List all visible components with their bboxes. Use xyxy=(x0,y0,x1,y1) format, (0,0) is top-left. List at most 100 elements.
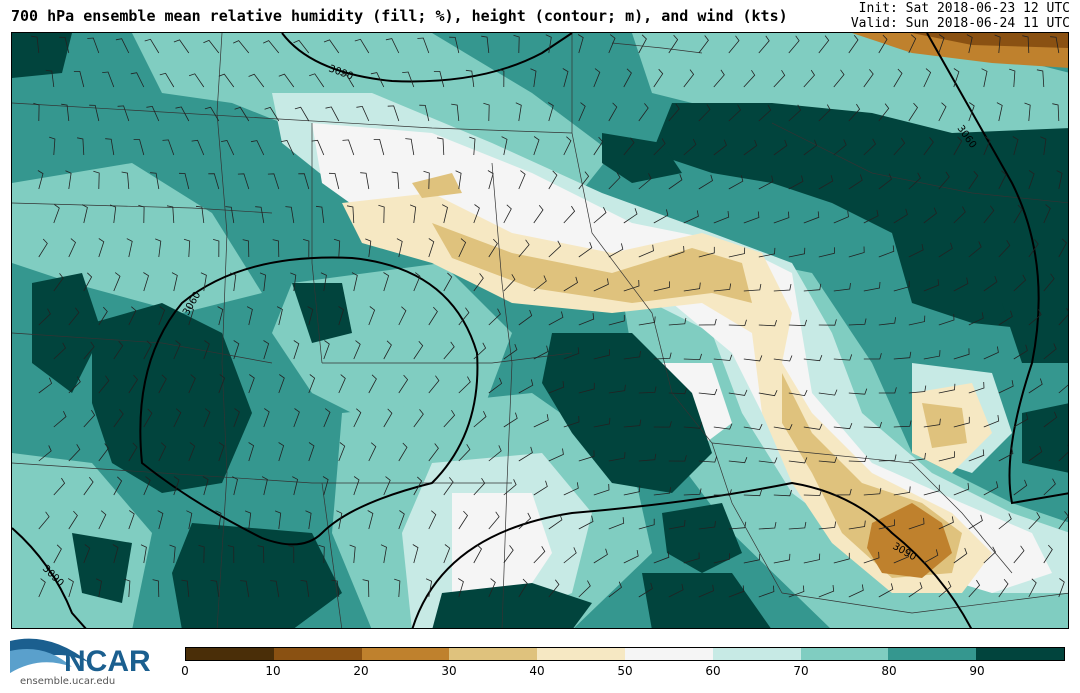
wind-barb xyxy=(98,306,108,326)
wind-barb xyxy=(53,411,67,428)
colorbar-tick-label: 0 xyxy=(181,664,189,678)
wind-barb xyxy=(698,584,714,598)
wind-barb xyxy=(623,350,641,360)
wind-barb xyxy=(497,69,505,88)
wind-barb xyxy=(1058,578,1065,598)
wind-barb xyxy=(53,544,62,564)
wind-barb xyxy=(385,38,400,54)
rh-10-20-fill xyxy=(912,33,1068,48)
wind-barb xyxy=(983,346,999,360)
wind-barb xyxy=(293,39,310,54)
wind-barb xyxy=(353,340,361,360)
wind-barb xyxy=(996,102,1003,122)
wind-barb xyxy=(61,103,70,122)
wind-barb xyxy=(398,510,405,530)
wind-barb xyxy=(244,510,252,530)
wind-barb xyxy=(293,340,300,360)
wind-barb xyxy=(758,247,776,258)
wind-barb xyxy=(417,37,430,54)
wind-barb xyxy=(563,205,576,224)
wind-barb xyxy=(380,544,387,564)
colorbar-segment xyxy=(537,648,625,660)
wind-barb xyxy=(593,417,611,428)
wind-barb xyxy=(53,273,64,292)
wind-barb xyxy=(878,34,888,54)
wind-barb xyxy=(259,272,267,292)
wind-barb xyxy=(638,518,655,530)
wind-barb xyxy=(233,340,240,360)
wind-barb xyxy=(683,138,697,156)
wind-barb xyxy=(473,411,487,428)
wind-barb xyxy=(1013,545,1025,564)
wind-barb xyxy=(698,174,713,190)
wind-barb xyxy=(908,385,927,394)
wind-barb xyxy=(818,389,838,396)
wind-barb xyxy=(278,73,295,88)
colorbar-tick-label: 40 xyxy=(529,664,545,678)
logo-url: ensemble.ucar.edu xyxy=(20,676,116,687)
colorbar-tick-label: 90 xyxy=(969,664,985,678)
wind-barb xyxy=(908,102,919,122)
wind-barb xyxy=(908,34,917,54)
wind-barb xyxy=(368,306,376,326)
wind-barbs xyxy=(31,34,1068,598)
wind-barb xyxy=(458,238,467,258)
wind-barb xyxy=(117,105,130,122)
wind-barb xyxy=(878,454,897,462)
wind-barb xyxy=(68,510,78,530)
wind-barb xyxy=(1043,411,1058,428)
wind-barb xyxy=(443,272,453,292)
wind-barb xyxy=(458,510,469,530)
wind-barb xyxy=(437,137,445,156)
colorbar-tick-label: 60 xyxy=(705,664,721,678)
wind-barb xyxy=(67,578,74,598)
wind-barb xyxy=(638,386,657,394)
wind-barb xyxy=(998,380,1014,394)
wind-barb xyxy=(278,374,285,394)
wind-barb xyxy=(158,442,167,462)
wind-barb xyxy=(548,514,563,530)
wind-barb xyxy=(488,578,496,598)
colorbar xyxy=(185,647,1065,661)
wind-barb xyxy=(465,69,475,88)
wind-barb xyxy=(908,582,923,598)
wind-barb xyxy=(803,489,822,496)
wind-barb xyxy=(458,578,464,598)
wind-barb xyxy=(818,521,837,530)
wind-barb xyxy=(923,279,940,292)
colorbar-segment xyxy=(186,648,274,660)
wind-barb xyxy=(218,442,225,462)
wind-barb xyxy=(353,476,360,496)
wind-barb xyxy=(162,139,175,156)
wind-barb xyxy=(863,138,876,156)
wind-barb xyxy=(488,511,500,530)
humidity-map[interactable]: 3090 3060 3060 3090 3090 xyxy=(11,32,1069,629)
wind-barb xyxy=(333,238,341,258)
wind-barb xyxy=(758,585,775,598)
wind-barb xyxy=(83,544,91,564)
wind-barb xyxy=(449,36,460,54)
wind-barb xyxy=(328,172,340,190)
wind-barb xyxy=(803,139,818,156)
wind-barb xyxy=(270,580,280,598)
wind-barb xyxy=(683,69,695,88)
wind-barb xyxy=(923,137,934,156)
wind-barb xyxy=(155,238,162,258)
wind-barb xyxy=(923,549,939,564)
wind-barb xyxy=(217,306,224,326)
wind-barb xyxy=(878,583,894,598)
wind-barb xyxy=(413,272,421,292)
init-time: Init: Sat 2018-06-23 12 UTC xyxy=(858,1,1070,16)
wind-barb xyxy=(578,241,593,258)
wind-barb xyxy=(45,69,55,88)
wind-barb xyxy=(608,581,622,598)
wind-barb xyxy=(112,544,119,564)
wind-barb xyxy=(128,374,139,394)
wind-barb xyxy=(953,348,970,360)
wind-barb xyxy=(728,457,748,464)
wind-barb xyxy=(398,442,408,462)
wind-barb xyxy=(773,139,788,156)
wind-barb xyxy=(1028,309,1042,326)
wind-barb xyxy=(593,548,608,564)
wind-barb xyxy=(73,71,85,88)
